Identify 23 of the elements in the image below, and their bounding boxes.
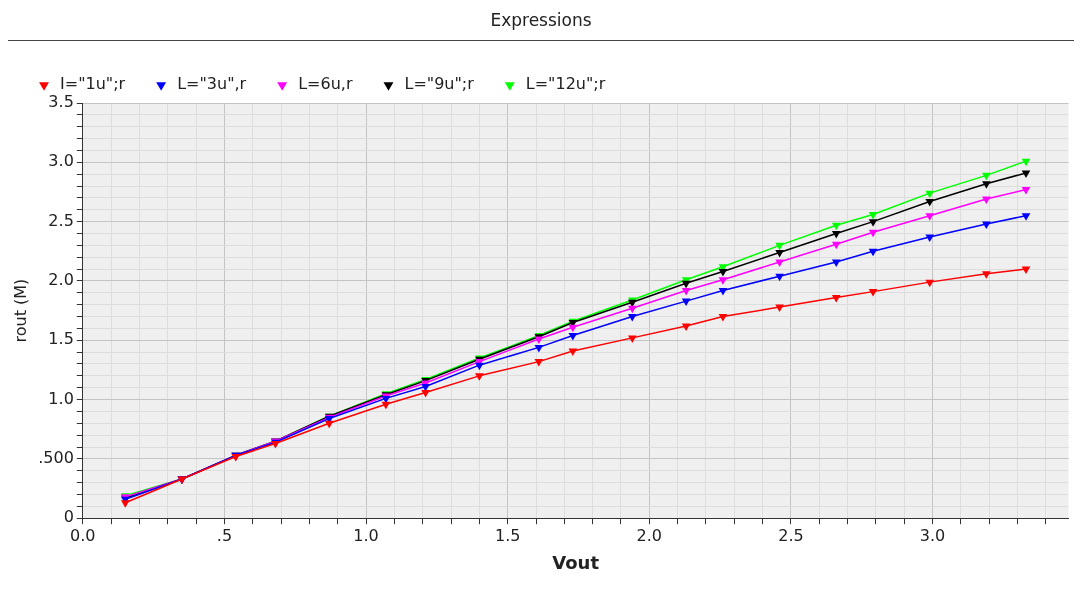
- y-tick-label: 0: [63, 507, 74, 527]
- x-tick-label: 0.0: [70, 525, 96, 545]
- y-tick-label: 3.5: [48, 92, 74, 112]
- y-tick-label: 2.0: [48, 270, 74, 290]
- x-tick-label: 2.0: [636, 525, 663, 545]
- legend-label: L="3u",r: [177, 74, 247, 94]
- y-tick-label: 1.0: [48, 388, 74, 408]
- y-tick-label: 1.5: [48, 329, 74, 349]
- x-axis-title: Vout: [552, 551, 600, 573]
- y-axis-title: rout (M): [10, 278, 30, 343]
- x-tick-label: 3.0: [919, 525, 946, 545]
- legend-label: L=6u,r: [298, 74, 353, 94]
- legend-label: L="12u";r: [525, 74, 606, 94]
- x-tick-label: .5: [216, 525, 233, 545]
- y-tick-label: 3.0: [48, 151, 74, 171]
- legend-label: I="1u";r: [60, 74, 126, 94]
- legend-label: L="9u";r: [404, 74, 475, 94]
- y-tick-label: 2.5: [48, 210, 74, 230]
- y-tick-label: .500: [38, 448, 74, 468]
- x-tick-label: 2.5: [778, 525, 804, 545]
- x-tick-label: 1.5: [494, 525, 521, 545]
- chart-title: Expressions: [8, 8, 1074, 41]
- x-tick-label: 1.0: [353, 525, 379, 545]
